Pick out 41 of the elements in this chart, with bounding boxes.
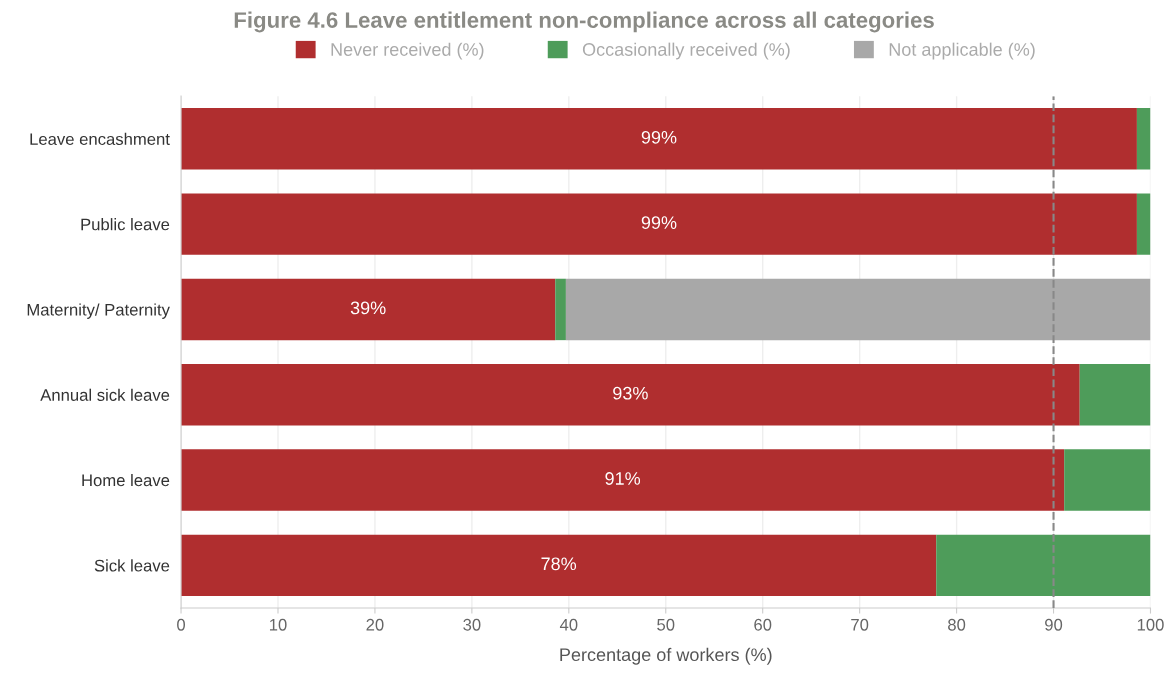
x-tick-label: 50 — [657, 618, 675, 631]
bar — [181, 534, 937, 597]
bar — [181, 278, 556, 341]
bar — [181, 364, 1080, 426]
bar — [1079, 364, 1151, 426]
bar — [181, 108, 1137, 170]
data-label: 99% — [641, 216, 677, 229]
legend-label: Occasionally received (%) — [582, 42, 790, 60]
x-tick-label: 100 — [1137, 618, 1164, 631]
x-tick-label: 60 — [754, 618, 772, 631]
x-tick-label: 80 — [948, 618, 966, 631]
x-tick-label: 0 — [177, 618, 186, 631]
x-tick-label: 20 — [366, 618, 384, 631]
data-label: 39% — [350, 301, 386, 315]
x-tick-label: 30 — [463, 618, 481, 631]
y-tick-label: Leave encashment — [30, 132, 170, 146]
x-tick-label: 40 — [559, 618, 578, 631]
y-tick-label: Annual sick leave — [40, 388, 170, 401]
y-tick-label: Home leave — [82, 474, 170, 487]
bar — [181, 193, 1137, 255]
x-axis-title: Percentage of workers (%) — [560, 647, 772, 665]
legend-label: Not applicable (%) — [889, 42, 1035, 60]
data-label: 78% — [541, 557, 577, 571]
y-tick-label: Public leave — [81, 218, 170, 231]
bar — [1136, 108, 1151, 170]
bar — [565, 278, 1151, 341]
legend-label: Never received (%) — [331, 42, 484, 60]
data-label: 91% — [605, 472, 641, 485]
bar — [1064, 449, 1151, 511]
x-tick-label: 10 — [269, 618, 287, 631]
bar — [936, 534, 1151, 597]
x-tick-label: 90 — [1045, 618, 1063, 631]
y-tick-label: Sick leave — [94, 559, 170, 572]
y-tick-label: Maternity/ Paternity — [27, 303, 170, 319]
data-label: 93% — [613, 386, 648, 400]
chart-title: Figure 4.6 Leave entitlement non-compliance across all categories — [234, 11, 934, 33]
bar — [181, 449, 1065, 511]
bar — [1136, 193, 1151, 255]
x-tick-label: 70 — [851, 618, 869, 631]
bar — [555, 278, 566, 341]
data-label: 99% — [641, 130, 677, 144]
